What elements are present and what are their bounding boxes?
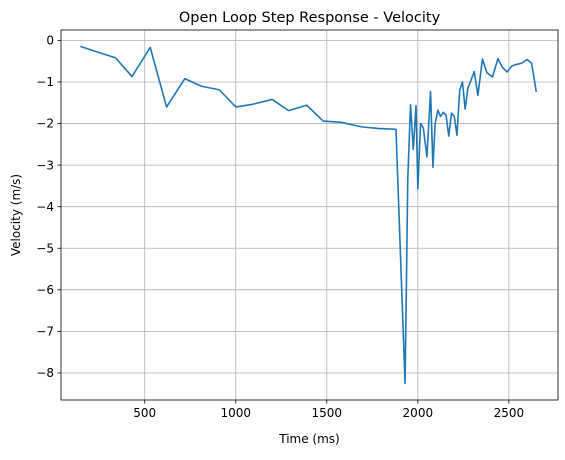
y-tick-label: −7 — [36, 325, 54, 339]
grid — [61, 30, 558, 400]
y-tick-label: −2 — [36, 117, 54, 131]
y-axis-label: Velocity (m/s) — [9, 174, 23, 256]
x-tick-label: 1000 — [220, 406, 251, 420]
y-tick-label: 0 — [46, 34, 54, 48]
x-axis-label: Time (ms) — [278, 432, 340, 446]
x-tick-label: 500 — [133, 406, 156, 420]
chart-title: Open Loop Step Response - Velocity — [179, 10, 441, 26]
x-tick-label: 2000 — [403, 406, 434, 420]
y-tick-label: −4 — [36, 200, 54, 214]
y-tick-label: −5 — [36, 241, 54, 255]
y-tick-label: −8 — [36, 366, 54, 380]
y-tick-label: −6 — [36, 283, 54, 297]
ticks: 500 1000 1500 2000 2500 0 −1 −2 −3 −4 −5 −6 −7 −8 — [36, 34, 524, 420]
velocity-series-line — [80, 45, 538, 385]
x-tick-label: 1500 — [312, 406, 343, 420]
x-tick-label: 2500 — [494, 406, 525, 420]
axes-frame — [60, 29, 559, 401]
y-tick-label: −1 — [36, 75, 54, 89]
plot-lines — [80, 45, 538, 385]
y-tick-label: −3 — [36, 158, 54, 172]
